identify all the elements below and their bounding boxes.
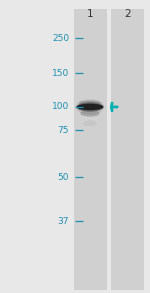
- Text: 50: 50: [57, 173, 69, 182]
- Bar: [74, 9, 106, 290]
- Ellipse shape: [76, 104, 103, 110]
- Text: 75: 75: [57, 126, 69, 135]
- Text: 37: 37: [57, 217, 69, 226]
- Ellipse shape: [76, 99, 104, 115]
- Bar: [111, 9, 144, 290]
- Text: 150: 150: [52, 69, 69, 78]
- Text: 2: 2: [124, 9, 131, 19]
- Ellipse shape: [83, 120, 97, 126]
- Text: 1: 1: [87, 9, 93, 19]
- Ellipse shape: [77, 102, 103, 112]
- Ellipse shape: [79, 100, 101, 105]
- Text: 100: 100: [52, 103, 69, 111]
- Text: 250: 250: [52, 34, 69, 42]
- Ellipse shape: [80, 110, 100, 117]
